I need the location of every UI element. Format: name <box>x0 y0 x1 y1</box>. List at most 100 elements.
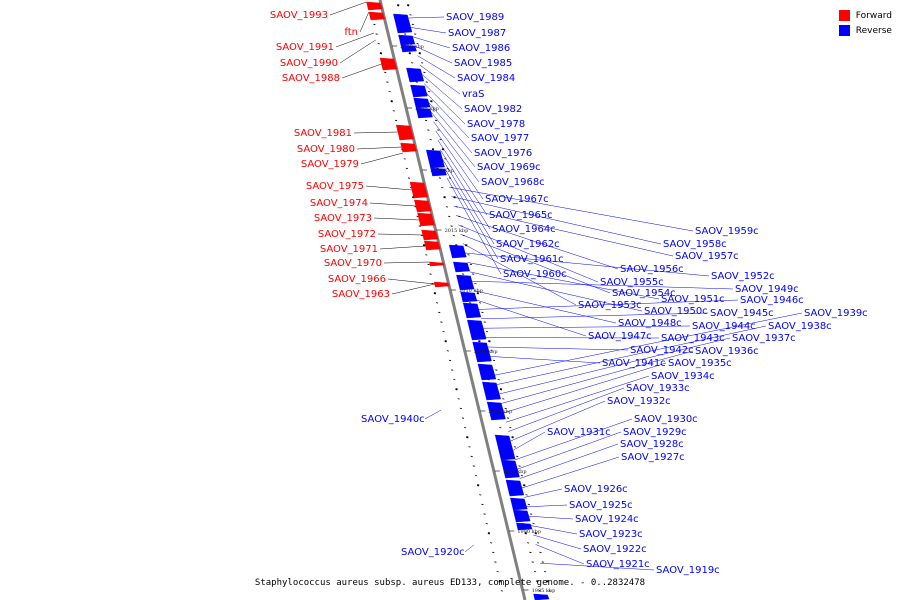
forward-gene-label: SAOV_1991 <box>276 42 334 53</box>
tick-mark <box>481 311 484 314</box>
reverse-gene-label: SAOV_1940c <box>361 414 425 425</box>
reverse-gene-label: SAOV_1955c <box>600 277 664 288</box>
tick-mark <box>527 542 530 544</box>
reverse-gene-label: SAOV_1926c <box>564 484 628 495</box>
forward-gene-label: SAOV_1990 <box>280 58 338 69</box>
reverse-gene-label: SAOV_1927c <box>621 452 685 463</box>
tick-mark <box>375 33 378 35</box>
kbp-label: 1995 kbp <box>503 469 527 475</box>
tick-mark <box>409 14 412 16</box>
forward-gene-label: SAOV_1980 <box>297 144 355 155</box>
tick-mark <box>468 446 471 448</box>
tick-mark <box>481 503 484 506</box>
tick-mark <box>421 62 424 64</box>
legend: Forward Reverse <box>838 8 892 38</box>
leader-line <box>464 544 474 553</box>
tick-mark <box>424 119 428 122</box>
tick-mark <box>433 292 437 295</box>
leader-line <box>510 400 606 442</box>
leader-line <box>339 39 376 64</box>
kbp-label: 2015 kbp <box>445 228 469 234</box>
leader-line <box>377 233 423 236</box>
tick-mark <box>437 129 440 131</box>
tick-mark <box>487 532 491 535</box>
forward-gene-label: SAOV_1966 <box>328 274 386 285</box>
leader-line <box>460 233 611 294</box>
tick-mark <box>451 369 454 371</box>
tick-mark <box>434 119 438 122</box>
tick-mark <box>441 187 444 189</box>
tick-mark <box>384 71 387 74</box>
tick-mark <box>427 129 430 131</box>
reverse-gene-label: SAOV_1958c <box>663 239 727 250</box>
tick-mark <box>432 110 435 112</box>
tick-mark <box>531 561 534 563</box>
forward-gene-label: SAOV_1993 <box>270 10 328 21</box>
tick-mark <box>439 139 442 141</box>
tick-mark <box>483 321 486 323</box>
leader-line <box>526 504 568 508</box>
gene-feature <box>379 57 398 71</box>
leader-line <box>451 196 662 245</box>
tick-mark <box>407 177 411 179</box>
reverse-gene-label: SAOV_1944c <box>692 321 756 332</box>
tick-mark <box>423 71 426 74</box>
tick-mark <box>403 158 406 160</box>
leader-line <box>465 252 710 277</box>
gene-feature <box>462 302 482 319</box>
tick-mark <box>537 542 540 544</box>
gene-feature <box>400 44 417 53</box>
tick-mark <box>476 484 480 487</box>
reverse-gene-label: SAOV_1987 <box>448 28 506 39</box>
leader-line <box>379 245 426 250</box>
leader-line <box>426 93 470 139</box>
leader-line <box>476 299 587 337</box>
reverse-gene-label: SAOV_1924c <box>575 514 639 525</box>
forward-gene-label: SAOV_1971 <box>320 244 378 255</box>
gene-feature <box>456 274 475 291</box>
gene-feature <box>423 240 441 251</box>
gene-feature <box>398 34 416 46</box>
reverse-gene-label: SAOV_1941c <box>602 358 666 369</box>
gene-feature <box>533 593 550 600</box>
kbp-label: 2010 kbp <box>459 288 483 294</box>
tick-mark <box>377 43 380 45</box>
tick-mark <box>448 359 452 362</box>
legend-reverse-label: Reverse <box>855 25 892 36</box>
gene-feature <box>414 199 432 213</box>
leader-line <box>508 387 625 432</box>
leader-line <box>505 375 650 423</box>
reverse-gene-label: SAOV_1968c <box>481 177 545 188</box>
tick-mark <box>511 436 514 439</box>
leader-line <box>353 131 398 134</box>
kbp-label: 2005 kbp <box>474 349 498 355</box>
tick-mark <box>470 455 473 458</box>
tick-mark <box>408 52 412 55</box>
leader-line <box>410 27 447 34</box>
tick-mark <box>467 254 470 256</box>
forward-gene-label: ftn <box>344 27 358 38</box>
leader-line <box>524 488 563 498</box>
tick-mark <box>490 350 493 352</box>
forward-gene-label: SAOV_1970 <box>324 258 382 269</box>
tick-mark <box>541 561 544 563</box>
tick-mark <box>497 379 500 381</box>
leader-line <box>517 431 622 470</box>
tick-mark <box>485 523 488 525</box>
leader-line <box>512 431 546 451</box>
tick-mark <box>478 340 481 343</box>
tick-mark <box>504 407 507 410</box>
tick-mark <box>429 273 432 275</box>
gene-feature <box>400 142 417 153</box>
gene-feature <box>433 281 450 288</box>
tick-mark <box>422 244 426 247</box>
tick-mark <box>520 475 523 477</box>
tick-mark <box>538 590 541 592</box>
leader-line <box>341 63 382 79</box>
reverse-gene-label: SAOV_1959c <box>695 226 759 237</box>
tick-mark <box>440 321 443 323</box>
gene-feature <box>500 459 520 479</box>
gene-feature <box>512 509 531 523</box>
forward-swatch <box>838 10 850 21</box>
legend-forward: Forward <box>838 8 892 23</box>
